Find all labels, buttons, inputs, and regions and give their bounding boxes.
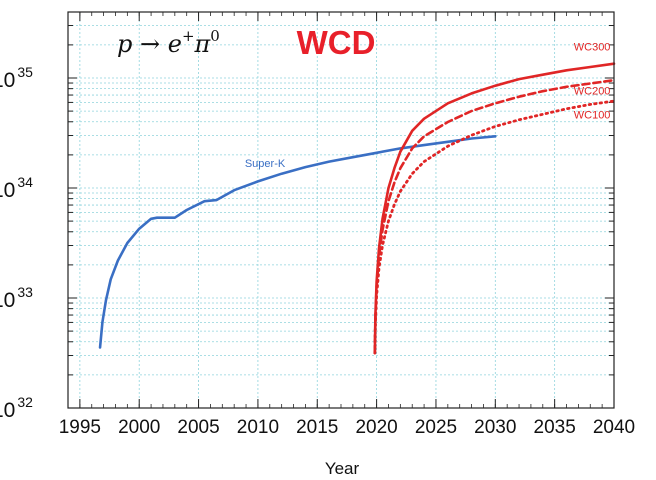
x-tick-label: 2025: [415, 417, 457, 438]
series-line-wc200: [373, 78, 616, 355]
chart-title: WCD: [297, 24, 376, 61]
grid: [68, 12, 615, 408]
y-tick-label: 1034: [0, 174, 33, 202]
plot-frame: [67, 11, 615, 409]
x-tick-label: 2010: [237, 417, 279, 438]
x-tick-label: 2015: [296, 417, 338, 438]
series-label-wc200: WC200: [574, 86, 611, 98]
series-label-wc300: WC300: [574, 42, 611, 54]
series-layer: [98, 62, 616, 355]
y-tick-label: 1035: [0, 64, 33, 92]
y-tick-label: 1033: [0, 284, 33, 312]
x-tick-label: 2005: [177, 417, 219, 438]
reaction-sup-zero: 0: [210, 27, 220, 45]
series-line-super-k: [98, 135, 497, 349]
reaction-sup-plus: +: [182, 27, 195, 45]
x-tick-label: 2000: [118, 417, 160, 438]
series-label-wc100: WC100: [574, 110, 611, 122]
x-tick-label: 2035: [534, 417, 576, 438]
reaction-annotation: p → e+π0: [117, 27, 220, 58]
x-tick-label: 2020: [355, 417, 397, 438]
minor-ticks: [67, 12, 615, 408]
series-label-super-k: Super-K: [245, 158, 286, 170]
y-tick-labels: 1032 1033 1034 1035: [0, 64, 33, 422]
x-tick-label: 1995: [59, 417, 101, 438]
series-labels: Super-K WC300 WC200 WC100: [245, 42, 611, 171]
series-line-wc100: [373, 99, 616, 355]
reaction-main: p → e: [117, 30, 182, 58]
x-tick-label: 2040: [593, 417, 635, 438]
reaction-pi: π: [194, 30, 212, 58]
x-tick-label: 2030: [474, 417, 516, 438]
x-axis-label: Year: [325, 459, 360, 478]
x-tick-labels: 1995 2000 2005 2010 2015 2020 2025 2030 2035 2040: [59, 417, 635, 438]
y-tick-label: 1032: [0, 394, 33, 422]
